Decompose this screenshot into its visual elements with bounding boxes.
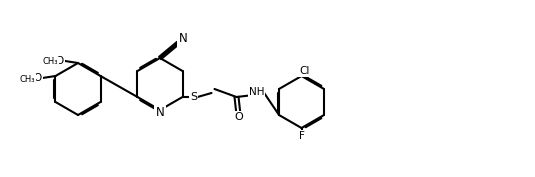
Text: F: F bbox=[299, 131, 304, 141]
Text: Cl: Cl bbox=[299, 66, 310, 76]
Text: CH₃: CH₃ bbox=[20, 75, 35, 84]
Text: O: O bbox=[56, 56, 64, 66]
Text: S: S bbox=[190, 92, 197, 102]
Text: N: N bbox=[179, 33, 187, 45]
Text: O: O bbox=[234, 112, 243, 122]
Text: CH₃: CH₃ bbox=[42, 58, 58, 67]
Text: NH: NH bbox=[249, 87, 264, 97]
Text: N: N bbox=[156, 107, 164, 119]
Text: O: O bbox=[33, 73, 42, 83]
